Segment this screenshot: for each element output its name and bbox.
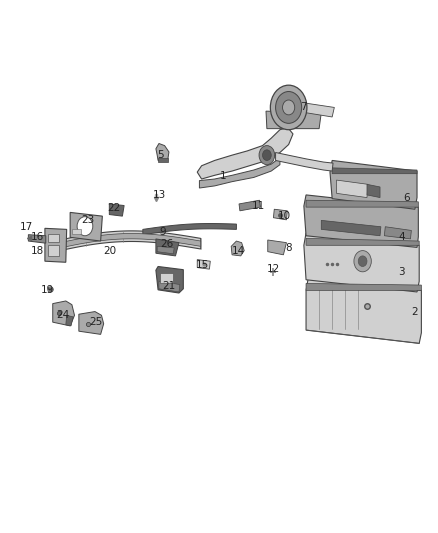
Text: 9: 9 xyxy=(159,227,166,237)
Text: 22: 22 xyxy=(107,203,120,213)
Text: 26: 26 xyxy=(160,239,173,249)
Polygon shape xyxy=(79,312,104,334)
Text: 12: 12 xyxy=(267,264,280,274)
Polygon shape xyxy=(156,239,179,256)
Circle shape xyxy=(270,85,307,130)
Circle shape xyxy=(283,100,295,115)
Polygon shape xyxy=(70,213,102,241)
Text: 2: 2 xyxy=(412,306,418,317)
Polygon shape xyxy=(197,127,293,179)
Text: 18: 18 xyxy=(31,246,44,256)
Text: 15: 15 xyxy=(196,260,209,270)
Polygon shape xyxy=(321,220,381,236)
Circle shape xyxy=(77,216,93,236)
Polygon shape xyxy=(48,231,201,253)
Text: 8: 8 xyxy=(285,243,292,253)
Polygon shape xyxy=(66,316,73,326)
Text: 24: 24 xyxy=(57,310,70,320)
Text: 10: 10 xyxy=(278,211,291,221)
Polygon shape xyxy=(306,238,419,245)
Polygon shape xyxy=(110,204,124,216)
Polygon shape xyxy=(156,143,169,160)
Text: 16: 16 xyxy=(31,232,44,243)
Polygon shape xyxy=(306,284,421,290)
Polygon shape xyxy=(45,228,67,262)
Polygon shape xyxy=(239,200,260,211)
Circle shape xyxy=(358,256,367,266)
Polygon shape xyxy=(268,240,286,255)
Text: 3: 3 xyxy=(399,267,405,277)
Bar xyxy=(72,229,81,234)
Text: 6: 6 xyxy=(403,192,410,203)
Circle shape xyxy=(262,150,271,160)
Polygon shape xyxy=(367,184,380,198)
Polygon shape xyxy=(197,260,210,269)
Polygon shape xyxy=(48,241,53,256)
Polygon shape xyxy=(143,223,237,235)
Circle shape xyxy=(354,251,371,272)
Polygon shape xyxy=(306,278,421,343)
Text: 20: 20 xyxy=(103,246,116,256)
Polygon shape xyxy=(306,200,418,207)
Bar xyxy=(48,245,59,256)
Text: 23: 23 xyxy=(81,215,94,225)
Circle shape xyxy=(259,146,275,165)
Text: 11: 11 xyxy=(251,200,265,211)
Text: 5: 5 xyxy=(157,150,163,160)
Polygon shape xyxy=(28,235,46,243)
Polygon shape xyxy=(158,158,168,161)
Text: 4: 4 xyxy=(399,232,405,243)
Polygon shape xyxy=(157,246,174,254)
Polygon shape xyxy=(156,266,184,293)
Polygon shape xyxy=(273,209,287,220)
Text: 21: 21 xyxy=(162,281,176,291)
Polygon shape xyxy=(306,103,334,117)
Polygon shape xyxy=(159,281,180,292)
Text: 25: 25 xyxy=(90,317,103,327)
Polygon shape xyxy=(53,301,74,326)
Bar xyxy=(160,273,173,284)
Polygon shape xyxy=(304,233,419,292)
Polygon shape xyxy=(332,168,417,174)
Polygon shape xyxy=(330,160,417,209)
Text: 1: 1 xyxy=(220,172,226,181)
Polygon shape xyxy=(266,111,321,128)
Polygon shape xyxy=(48,233,201,251)
Text: 7: 7 xyxy=(300,102,307,112)
Polygon shape xyxy=(304,195,418,247)
Bar xyxy=(48,233,59,242)
Polygon shape xyxy=(231,241,244,256)
Text: 19: 19 xyxy=(40,285,54,295)
Polygon shape xyxy=(276,152,333,171)
Circle shape xyxy=(276,92,302,123)
Text: 14: 14 xyxy=(232,246,245,256)
Polygon shape xyxy=(336,180,368,198)
Polygon shape xyxy=(385,227,411,239)
Text: 13: 13 xyxy=(152,190,166,200)
Text: 17: 17 xyxy=(20,222,33,232)
Polygon shape xyxy=(199,158,280,188)
